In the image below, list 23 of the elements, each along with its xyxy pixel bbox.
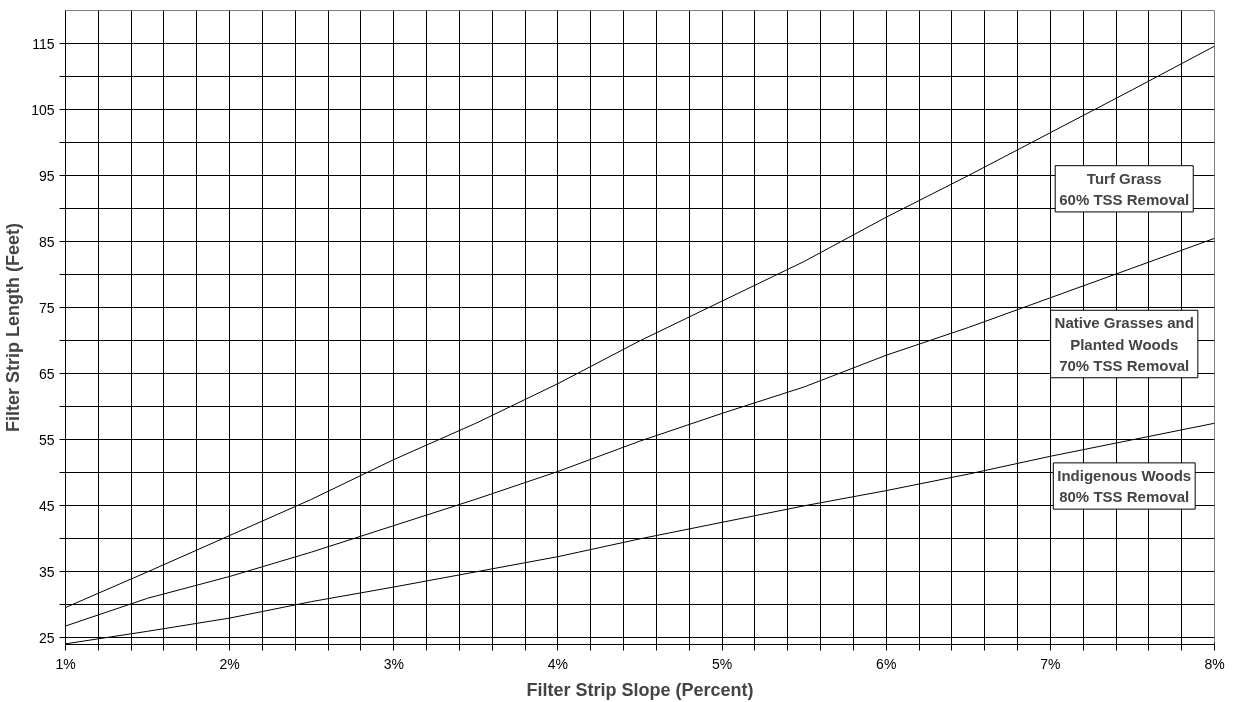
y-tick-label: 45 [38, 497, 55, 514]
x-tick-label: 2% [219, 655, 240, 672]
x-tick-label: 7% [1040, 655, 1061, 672]
y-tick-label: 55 [38, 431, 55, 448]
annotation: Turf Grass 60% TSS Removal [1059, 169, 1190, 208]
x-axis-title: Filter Strip Slope (Percent) [526, 679, 754, 700]
x-tick-label: 8% [1204, 655, 1225, 672]
x-tick-label: 1% [55, 655, 76, 672]
y-axis-title: Filter Strip Length (Feet) [3, 223, 24, 432]
x-tick-label: 5% [711, 655, 733, 672]
y-tick-label: 35 [38, 563, 55, 580]
x-tick-label: 3% [383, 655, 404, 672]
y-tick-label: 105 [31, 101, 55, 118]
x-tick-label: 4% [547, 655, 569, 672]
y-tick-label: 95 [38, 167, 55, 184]
x-tick-label: 6% [876, 655, 897, 672]
y-tick-label: 75 [38, 299, 55, 316]
y-tick-label: 25 [38, 629, 55, 646]
y-tick-label: 85 [38, 233, 55, 250]
y-tick-label: 115 [32, 35, 55, 52]
annotation: Indigenous Woods 80% TSS Removal [1057, 466, 1192, 506]
annotation: Native Grasses and Planted Woods 70% TSS Removal [1054, 314, 1194, 374]
y-tick-label: 65 [38, 365, 55, 382]
